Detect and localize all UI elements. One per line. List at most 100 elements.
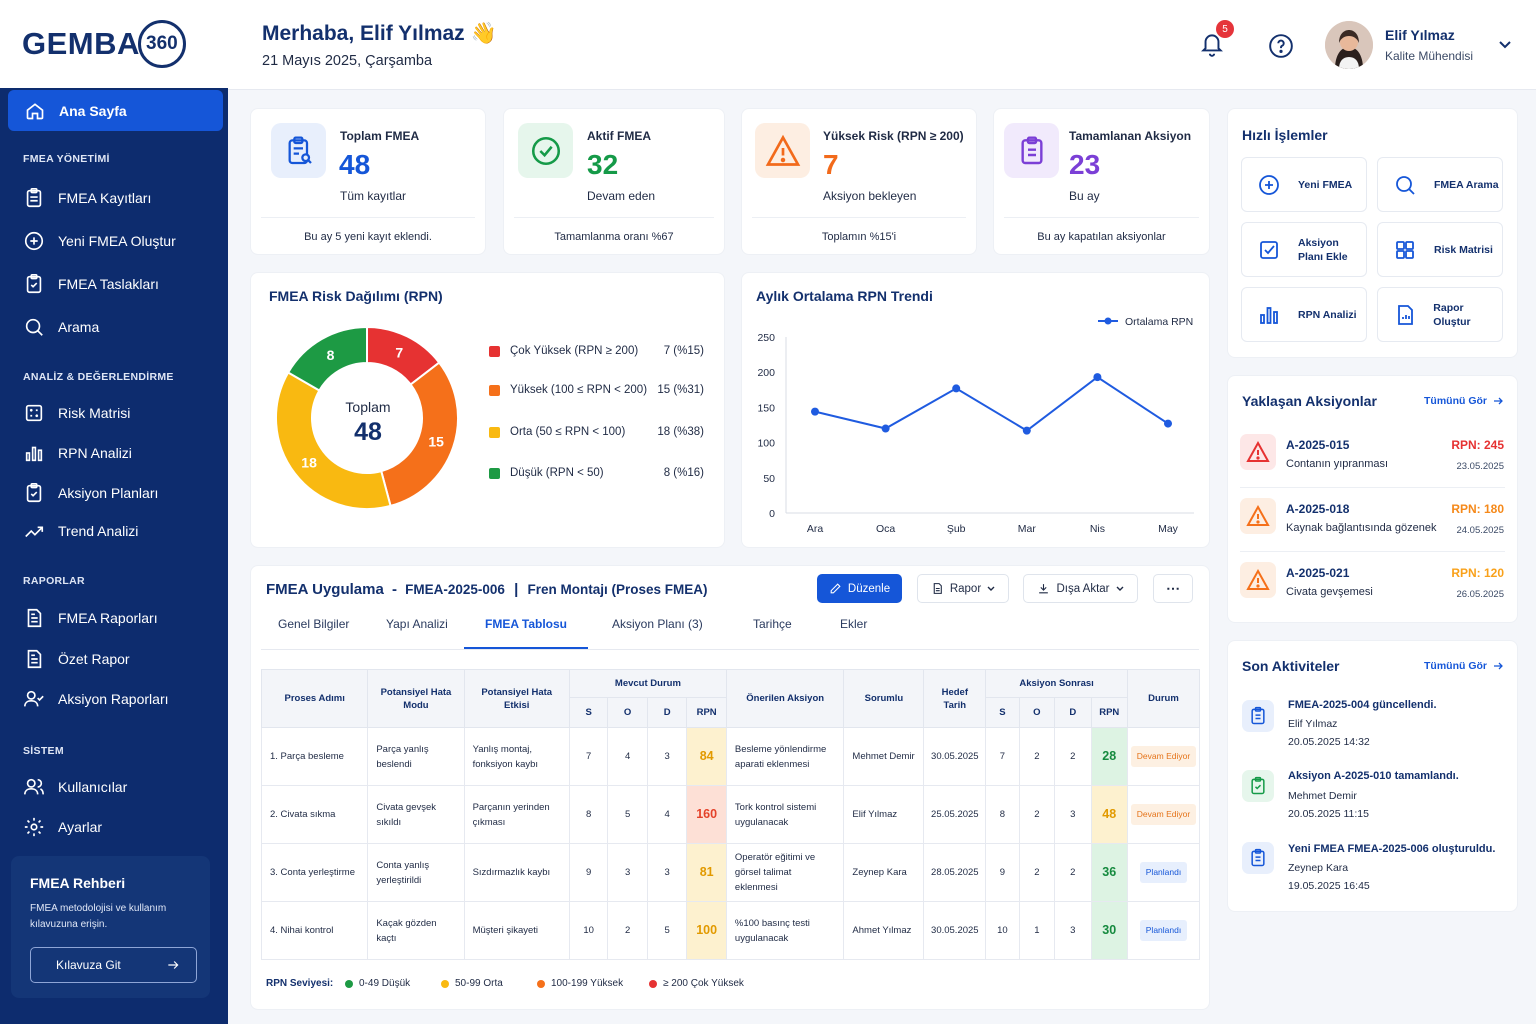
sidebar-section-title: ANALİZ & DEĞERLENDİRME [23, 371, 174, 383]
data-point[interactable] [1022, 426, 1031, 435]
sidebar-item-action-plans[interactable]: Aksiyon Planları [23, 481, 158, 505]
data-point[interactable] [881, 424, 890, 433]
export-button[interactable]: Dışa Aktar [1023, 574, 1138, 603]
sidebar-item-rpn-analysis[interactable]: RPN Analizi [23, 441, 132, 465]
sidebar-item-risk-matrix[interactable]: Risk Matrisi [23, 401, 130, 425]
donut-slice[interactable] [275, 371, 392, 510]
see-all-link[interactable]: Tümünü Gör [1424, 395, 1504, 407]
avatar[interactable] [1325, 21, 1373, 69]
legend-swatch [489, 345, 500, 357]
report-button[interactable]: Rapor [917, 574, 1009, 603]
cell-d-after: 2 [1054, 843, 1092, 902]
user-name: Elif Yılmaz [1385, 27, 1455, 43]
data-point[interactable] [1093, 373, 1102, 382]
action-date: 23.05.2025 [1456, 461, 1504, 472]
tab-action-plan[interactable]: Aksiyon Planı (3) [612, 617, 703, 631]
stat-card-completed[interactable]: Tamamlanan Aksiyon 23 Bu ay Bu ay kapatı… [993, 108, 1210, 255]
cell-step: 1. Parça besleme [260, 727, 369, 786]
sidebar-item-search[interactable]: Arama [23, 315, 99, 339]
see-all-link[interactable]: Tümünü Gör [1424, 660, 1504, 672]
table-row[interactable]: 3. Conta yerleştirme Conta yanlış yerleş… [260, 843, 1201, 902]
sidebar-item-trend-analysis[interactable]: Trend Analizi [23, 519, 138, 543]
tab-general[interactable]: Genel Bilgiler [278, 617, 350, 631]
sidebar-item-settings[interactable]: Ayarlar [23, 815, 102, 839]
cell-s: 8 [568, 785, 609, 844]
sidebar-item-new-fmea[interactable]: Yeni FMEA Oluştur [23, 229, 176, 253]
more-options-button[interactable]: ⋯ [1153, 574, 1193, 603]
tab-history[interactable]: Tarihçe [753, 617, 792, 631]
guide-button[interactable]: Kılavuza Git [30, 947, 197, 983]
cell-rpn: 100 [686, 901, 727, 960]
see-all-label: Tümünü Gör [1424, 395, 1487, 407]
logo[interactable]: GEMBA 360 [22, 20, 186, 68]
legend-label: Ortalama RPN [1125, 316, 1193, 328]
activity-time: 20.05.2025 14:32 [1288, 736, 1370, 748]
sidebar-item-action-reports[interactable]: Aksiyon Raporları [23, 687, 169, 711]
tab-fmea-table[interactable]: FMEA Tablosu [464, 617, 588, 649]
stat-title: Tamamlanan Aksiyon [1069, 129, 1192, 143]
tab-attachments[interactable]: Ekler [840, 617, 868, 631]
stat-value: 32 [587, 149, 619, 180]
stat-card-high-risk[interactable]: Yüksek Risk (RPN ≥ 200) 7 Aksiyon bekley… [741, 108, 977, 255]
stat-card-total[interactable]: Toplam FMEA 48 Tüm kayıtlar Bu ay 5 yeni… [250, 108, 486, 255]
donut-center-value: 48 [354, 418, 382, 446]
checkbox-icon [1260, 240, 1278, 259]
y-tick-label: 0 [769, 508, 775, 520]
cell-owner: Ahmet Yılmaz [843, 901, 925, 960]
sidebar-item-drafts[interactable]: FMEA Taslakları [23, 272, 159, 296]
cell-d-after: 3 [1054, 901, 1092, 960]
legend-item: Yüksek (100 ≤ RPN < 200) 15 (%31) [489, 384, 704, 396]
logo-text: GEMBA [22, 26, 140, 61]
x-tick-label: Mar [1018, 523, 1037, 535]
quick-create-report-button[interactable]: Rapor Oluştur [1377, 287, 1503, 342]
donut-slice[interactable] [286, 325, 368, 392]
sidebar-item-home[interactable]: Ana Sayfa [8, 90, 223, 131]
donut-slice-label: 18 [301, 454, 317, 470]
quick-add-action-plan-button[interactable]: Aksiyon Planı Ekle [1241, 222, 1367, 277]
sidebar-item-label: Kullanıcılar [58, 779, 128, 795]
cell-d-after: 3 [1054, 785, 1092, 844]
cell-action: Besleme yönlendirme aparati eklenmesi [725, 727, 845, 786]
cell-status: Devam Ediyor [1126, 727, 1201, 786]
donut-slice[interactable] [380, 361, 459, 508]
quick-rpn-analysis-button[interactable]: RPN Analizi [1241, 287, 1367, 342]
sidebar-item-fmea-records[interactable]: FMEA Kayıtları [23, 186, 151, 210]
fmea-application-card: FMEA Uygulama - FMEA-2025-006 | Fren Mon… [250, 565, 1210, 1010]
sidebar-item-fmea-reports[interactable]: FMEA Raporları [23, 606, 158, 630]
quick-new-fmea-button[interactable]: Yeni FMEA [1241, 157, 1367, 212]
user-menu-button[interactable] [1498, 40, 1512, 50]
action-code: A-2025-018 [1286, 502, 1350, 516]
warning-icon [765, 134, 800, 166]
data-point[interactable] [1164, 419, 1172, 428]
tab-structure[interactable]: Yapı Analizi [386, 617, 448, 631]
quick-search-button[interactable]: FMEA Arama [1377, 157, 1503, 212]
sidebar-item-label: FMEA Taslakları [58, 276, 159, 292]
matrix-icon [25, 404, 43, 422]
quick-risk-matrix-button[interactable]: Risk Matrisi [1377, 222, 1503, 277]
data-point[interactable] [952, 384, 961, 393]
cell-d: 3 [646, 727, 688, 786]
sidebar-item-users[interactable]: Kullanıcılar [23, 775, 127, 799]
guide-title: FMEA Rehberi [30, 875, 126, 891]
stat-title: Yüksek Risk (RPN ≥ 200) [823, 129, 964, 143]
series-line [814, 375, 1169, 432]
sidebar-item-summary-report[interactable]: Özet Rapor [23, 647, 130, 671]
cell-target: 25.05.2025 [923, 785, 987, 844]
table-row[interactable]: 4. Nihai kontrol Kaçak gözden kaçtı Müşt… [260, 901, 1201, 960]
stat-value: 48 [339, 149, 371, 180]
fmea-table: Proses Adımı Potansiyel Hata Modu Potans… [260, 669, 1201, 960]
report-icon [933, 583, 942, 594]
data-point[interactable] [811, 407, 819, 416]
notifications-button[interactable] [1199, 30, 1225, 58]
stat-card-active[interactable]: Aktif FMEA 32 Devam eden Tamamlanma oran… [503, 108, 725, 255]
table-row[interactable]: 1. Parça besleme Parça yanlış beslendi Y… [260, 727, 1201, 786]
card-title: Hızlı İşlemler [1242, 127, 1328, 143]
stat-title: Aktif FMEA [587, 129, 651, 143]
quick-action-label: Rapor Oluştur [1433, 301, 1471, 328]
help-button[interactable] [1268, 33, 1294, 59]
col-header: D [646, 697, 688, 728]
y-tick-label: 200 [757, 367, 775, 379]
table-row[interactable]: 2. Civata sıkma Civata gevşek sıkıldı Pa… [260, 785, 1201, 844]
download-icon [1039, 584, 1049, 594]
edit-button[interactable]: Düzenle [817, 574, 902, 603]
